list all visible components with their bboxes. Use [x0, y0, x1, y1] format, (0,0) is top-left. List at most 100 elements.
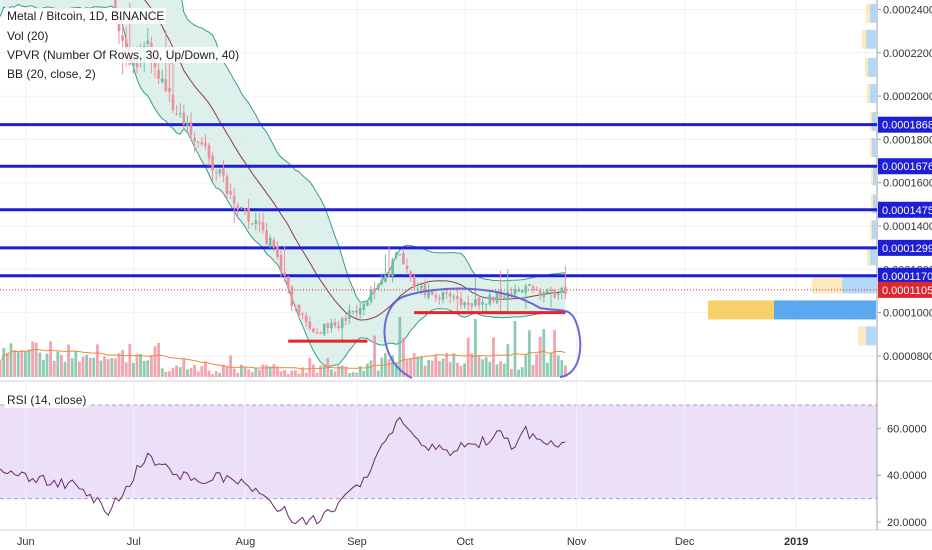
candle-body — [438, 297, 441, 299]
volume-bar — [27, 349, 31, 377]
volume-bar — [81, 356, 85, 377]
volume-bar — [315, 372, 319, 377]
volume-bar — [470, 353, 474, 377]
candle-body — [160, 78, 164, 83]
candle-body — [394, 252, 398, 257]
candle-body — [517, 290, 520, 292]
price-tag-box — [878, 239, 932, 256]
volume-bar — [456, 362, 459, 377]
vpvr-down-bar — [870, 138, 872, 158]
volume-bar — [290, 370, 294, 377]
legend-vpvr[interactable]: VPVR (Number Of Rows, 30, Up/Down, 40) — [5, 47, 242, 63]
volume-bar — [276, 366, 279, 377]
volume-bar — [250, 371, 254, 377]
y-tick-label: 0.0001600 — [883, 178, 932, 190]
rsi-tick-label: 20.0000 — [887, 517, 927, 529]
volume-bar — [549, 353, 553, 377]
volume-bar — [524, 354, 528, 377]
candle-body — [222, 168, 225, 176]
bb-basis-line — [144, 0, 566, 321]
vpvr-down-bar — [708, 300, 774, 320]
volume-bar — [427, 359, 430, 377]
candle-body — [146, 40, 150, 44]
legend-bb[interactable]: BB (20, close, 2) — [5, 66, 98, 82]
volume-bar — [204, 361, 207, 377]
volume-bar — [45, 353, 49, 377]
candle-body — [434, 295, 438, 298]
volume-bar — [333, 371, 337, 377]
candle-body — [416, 288, 420, 290]
volume-bar — [42, 360, 45, 377]
volume-bar — [164, 371, 168, 377]
candle-body — [186, 123, 189, 127]
volume-bar — [492, 337, 495, 377]
volume-bar — [564, 365, 567, 377]
volume-bar — [542, 329, 546, 377]
volume-bar — [193, 364, 196, 377]
volume-bar — [441, 358, 445, 377]
price-tag-label: 0.0001299 — [882, 243, 932, 255]
vpvr-down-bar — [870, 112, 872, 132]
volume-bar — [142, 360, 146, 377]
candle-body — [340, 318, 344, 329]
volume-bar — [121, 349, 124, 377]
x-tick-label: Dec — [675, 536, 695, 548]
candle-body — [333, 322, 337, 327]
volume-bar — [358, 366, 362, 377]
candle-body — [362, 303, 366, 310]
volume-bar — [301, 367, 304, 377]
candle-body — [553, 289, 556, 298]
vpvr-up-bar — [872, 138, 876, 158]
volume-bar — [340, 365, 344, 377]
x-tick-label: Jun — [17, 536, 35, 548]
x-tick-label: Oct — [456, 536, 473, 548]
volume-bar — [344, 366, 348, 377]
horizontal-levels — [0, 123, 877, 278]
candle-body — [315, 332, 319, 334]
volume-bar — [445, 353, 448, 377]
volume-bar — [369, 360, 373, 377]
candle-body — [214, 171, 218, 173]
candle-body — [560, 287, 564, 293]
y-tick-label: 0.0001400 — [883, 221, 932, 233]
candle-body — [524, 285, 528, 293]
volume-bar — [214, 371, 218, 377]
candle-body — [218, 169, 222, 174]
vpvr-profile — [708, 3, 876, 346]
volume-bar — [229, 355, 232, 377]
candle-body — [445, 292, 448, 294]
x-tick-label: Sep — [347, 536, 367, 548]
volume-bar — [117, 353, 121, 377]
vpvr-down-bar — [867, 246, 870, 266]
legend-volume[interactable]: Vol (20) — [5, 28, 51, 44]
volume-bar — [466, 337, 470, 377]
candle-body — [319, 332, 322, 334]
legend-rsi[interactable]: RSI (14, close) — [5, 392, 89, 408]
volume-bar — [178, 367, 182, 377]
volume-ma-line — [0, 348, 566, 370]
volume-bar — [459, 365, 463, 377]
candle-body — [542, 292, 546, 298]
legend-symbol[interactable]: Metal / Bitcoin, 1D, BINANCE — [5, 8, 167, 24]
volume-bar — [556, 355, 560, 377]
volume-bar — [24, 350, 27, 377]
volume-bar — [283, 370, 286, 377]
volume-bar — [423, 365, 427, 377]
volume-bar — [153, 346, 157, 377]
candle-body — [236, 205, 240, 210]
volume-bar — [175, 365, 178, 377]
volume-bar — [67, 344, 70, 377]
price-tags: 0.0001868 0.0001676 0.0001475 0.0001299 0.00… — [878, 116, 932, 298]
candle-body — [326, 323, 330, 328]
candle-body — [477, 297, 481, 306]
candle-body — [344, 317, 348, 321]
volume-bar — [236, 372, 240, 377]
volume-bar — [438, 361, 441, 377]
volume-bar — [222, 364, 225, 377]
candle-body — [265, 230, 268, 245]
candle-body — [258, 222, 261, 224]
volume-bar — [171, 368, 175, 377]
candle-body — [247, 207, 250, 222]
volume-bar — [16, 351, 20, 377]
